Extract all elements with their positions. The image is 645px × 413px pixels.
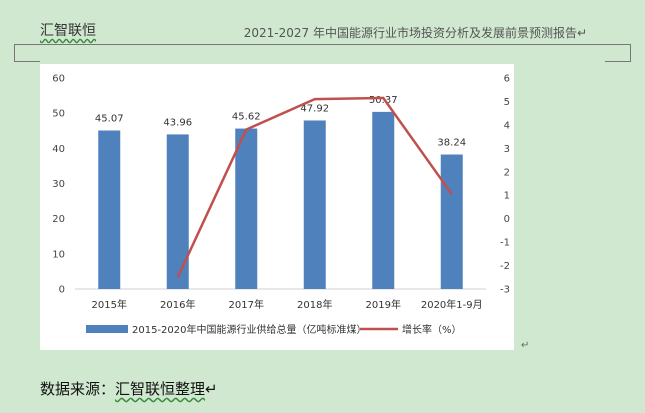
y-left-tick-label: 20 <box>52 214 65 225</box>
y-right-tick-label: 6 <box>504 74 510 85</box>
crop-mark-left <box>14 44 15 62</box>
bar-data-label: 45.62 <box>232 112 261 123</box>
y-right-tick-label: 3 <box>504 144 510 155</box>
x-tick-label: 2020年1-9月 <box>421 298 483 311</box>
y-right-tick-label: -2 <box>500 261 510 272</box>
x-tick-label: 2018年 <box>297 298 332 311</box>
legend-label-line: 增长率（%） <box>402 323 462 336</box>
header-report-title: 2021-2027 年中国能源行业市场投资分析及发展前景预测报告↵ <box>243 26 587 40</box>
source-org: 汇智联恒整理 <box>115 380 206 398</box>
legend-label-bar: 2015-2020年中国能源行业供给总量（亿吨标准煤） <box>132 323 367 336</box>
bar-data-label: 47.92 <box>300 103 329 114</box>
crop-mark-left-h <box>14 61 40 62</box>
bar <box>98 130 121 289</box>
y-left-tick-label: 40 <box>52 144 65 155</box>
header-rule <box>14 44 631 45</box>
y-left-tick-label: 30 <box>52 179 65 190</box>
x-tick-label: 2015年 <box>92 298 127 311</box>
crop-mark-right <box>630 44 631 62</box>
bar <box>166 134 189 289</box>
x-tick-label: 2016年 <box>160 298 195 311</box>
bar <box>440 154 463 289</box>
x-tick-label: 2019年 <box>366 298 401 311</box>
chart-svg: 0 10 20 30 40 50 60 -3 -2 -1 0 1 2 3 4 5 6 45.07 43.96 45.6… <box>52 74 510 337</box>
crop-mark-right-h <box>605 61 631 62</box>
y-right-tick-label: 5 <box>504 97 510 108</box>
y-right-tick-label: 0 <box>504 214 510 225</box>
header-brand: 汇智联恒 <box>40 23 96 39</box>
y-right-tick-label: -1 <box>500 238 510 249</box>
bar-data-label: 45.07 <box>95 114 124 125</box>
y-right-tick-label: 2 <box>504 167 510 178</box>
source-return-mark: ↵ <box>205 380 218 398</box>
bar <box>235 128 258 289</box>
chart-area: 0 10 20 30 40 50 60 -3 -2 -1 0 1 2 3 4 5 6 45.07 43.96 45.6… <box>40 64 514 350</box>
y-left-tick-label: 0 <box>59 285 65 296</box>
x-tick-label: 2017年 <box>229 298 264 311</box>
y-left-tick-label: 60 <box>52 74 65 85</box>
legend-swatch-bar <box>86 325 128 333</box>
paragraph-mark: ↵ <box>521 340 530 351</box>
source-prefix: 数据来源： <box>40 380 116 398</box>
source-line: 数据来源：汇智联恒整理↵ <box>40 378 218 399</box>
y-right-tick-label: 1 <box>504 191 510 202</box>
bar <box>303 120 326 289</box>
bar-data-label: 38.24 <box>437 138 466 149</box>
bar-data-label: 50.37 <box>369 95 398 106</box>
y-left-tick-label: 10 <box>52 249 65 260</box>
growth-rate-line <box>176 96 453 278</box>
bar <box>372 111 395 289</box>
y-right-tick-label: -3 <box>500 285 510 296</box>
y-right-tick-label: 4 <box>504 120 510 131</box>
y-left-tick-label: 50 <box>52 109 65 120</box>
bar-data-label: 43.96 <box>163 117 192 128</box>
